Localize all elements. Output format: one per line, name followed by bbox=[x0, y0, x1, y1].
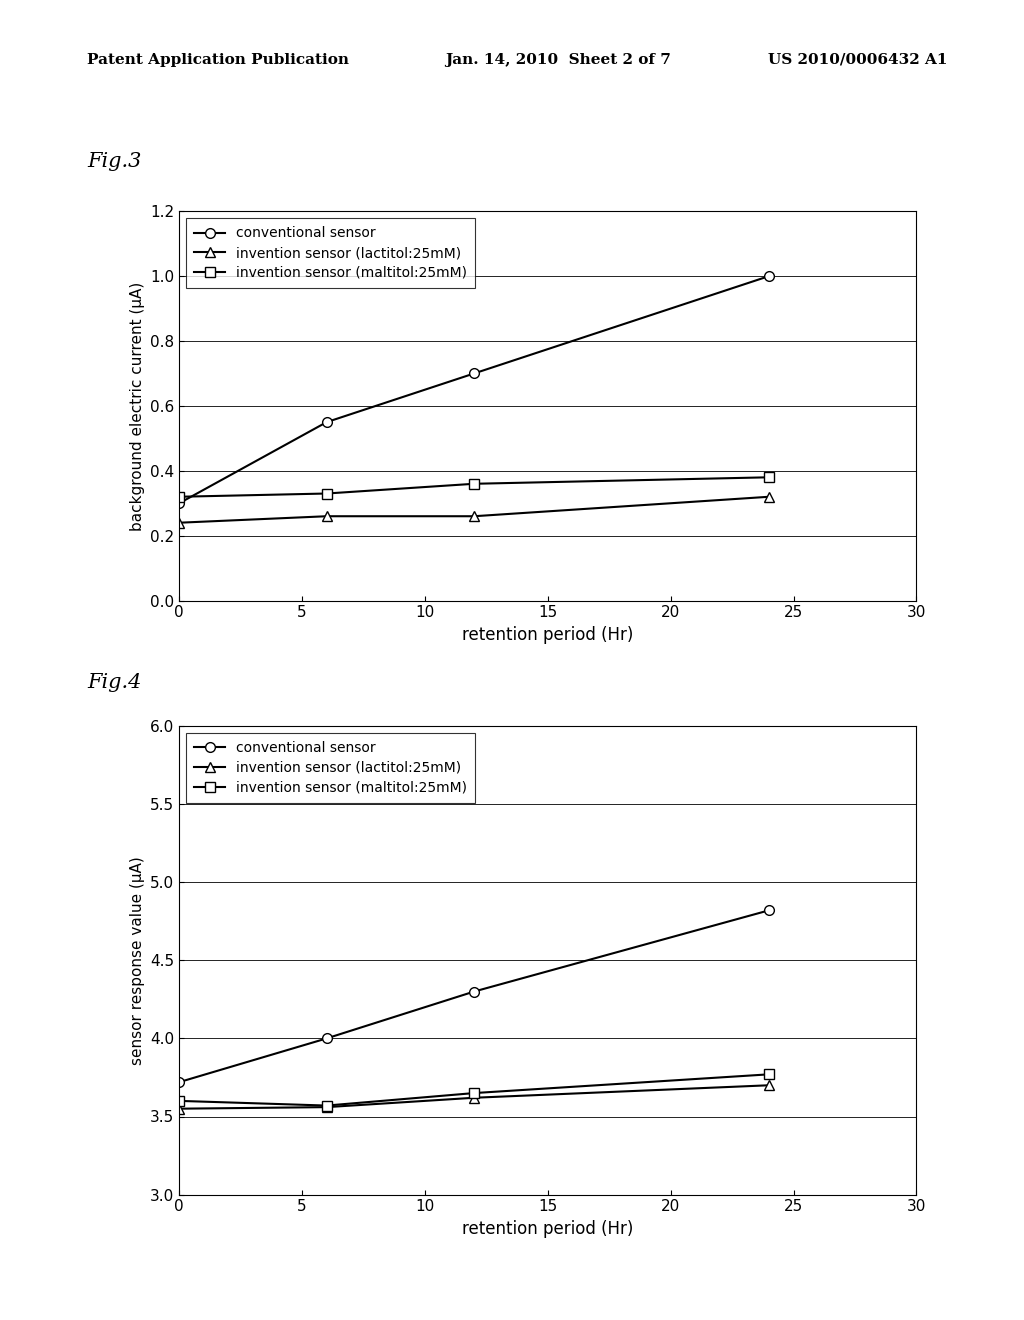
X-axis label: retention period (Hr): retention period (Hr) bbox=[462, 626, 634, 644]
invention sensor (maltitol:25mM) bbox=[763, 1067, 775, 1082]
invention sensor (maltitol:25mM) bbox=[173, 1093, 185, 1109]
invention sensor (maltitol:25mM) bbox=[321, 1098, 333, 1114]
Line: conventional sensor: conventional sensor bbox=[174, 271, 774, 508]
invention sensor (maltitol:25mM) bbox=[321, 486, 333, 502]
invention sensor (lactitol:25mM) bbox=[321, 1100, 333, 1115]
invention sensor (lactitol:25mM) bbox=[763, 1077, 775, 1093]
Line: invention sensor (lactitol:25mM): invention sensor (lactitol:25mM) bbox=[174, 492, 774, 528]
invention sensor (maltitol:25mM) bbox=[173, 488, 185, 504]
invention sensor (maltitol:25mM) bbox=[468, 1085, 480, 1101]
conventional sensor bbox=[173, 495, 185, 511]
Legend: conventional sensor, invention sensor (lactitol:25mM), invention sensor (maltito: conventional sensor, invention sensor (l… bbox=[186, 733, 475, 803]
invention sensor (lactitol:25mM) bbox=[173, 1101, 185, 1117]
Text: Fig.3: Fig.3 bbox=[87, 152, 141, 170]
Line: invention sensor (maltitol:25mM): invention sensor (maltitol:25mM) bbox=[174, 473, 774, 502]
X-axis label: retention period (Hr): retention period (Hr) bbox=[462, 1220, 634, 1238]
invention sensor (lactitol:25mM) bbox=[173, 515, 185, 531]
conventional sensor bbox=[468, 983, 480, 999]
conventional sensor bbox=[763, 268, 775, 284]
Text: US 2010/0006432 A1: US 2010/0006432 A1 bbox=[768, 53, 947, 67]
Text: Patent Application Publication: Patent Application Publication bbox=[87, 53, 349, 67]
conventional sensor bbox=[468, 366, 480, 381]
conventional sensor bbox=[321, 414, 333, 430]
Legend: conventional sensor, invention sensor (lactitol:25mM), invention sensor (maltito: conventional sensor, invention sensor (l… bbox=[186, 218, 475, 288]
invention sensor (lactitol:25mM) bbox=[321, 508, 333, 524]
Text: Fig.4: Fig.4 bbox=[87, 673, 141, 692]
Line: invention sensor (lactitol:25mM): invention sensor (lactitol:25mM) bbox=[174, 1080, 774, 1114]
Y-axis label: sensor response value (μA): sensor response value (μA) bbox=[129, 855, 144, 1065]
conventional sensor bbox=[173, 1074, 185, 1090]
Line: conventional sensor: conventional sensor bbox=[174, 906, 774, 1086]
Line: invention sensor (maltitol:25mM): invention sensor (maltitol:25mM) bbox=[174, 1069, 774, 1110]
Text: Jan. 14, 2010  Sheet 2 of 7: Jan. 14, 2010 Sheet 2 of 7 bbox=[445, 53, 672, 67]
conventional sensor bbox=[321, 1031, 333, 1047]
invention sensor (maltitol:25mM) bbox=[468, 475, 480, 491]
invention sensor (lactitol:25mM) bbox=[763, 488, 775, 504]
invention sensor (lactitol:25mM) bbox=[468, 1090, 480, 1106]
Y-axis label: background electric current (μA): background electric current (μA) bbox=[129, 281, 144, 531]
conventional sensor bbox=[763, 903, 775, 919]
invention sensor (lactitol:25mM) bbox=[468, 508, 480, 524]
invention sensor (maltitol:25mM) bbox=[763, 470, 775, 486]
